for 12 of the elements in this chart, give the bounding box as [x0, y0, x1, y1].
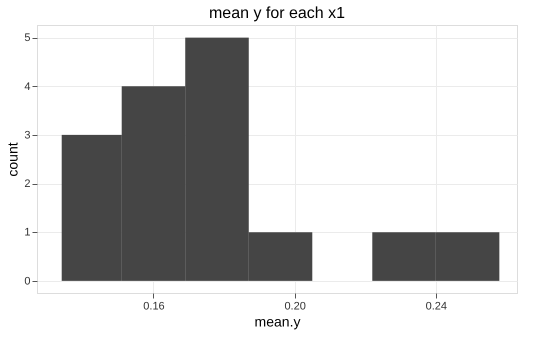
y-tick-label: 4: [24, 80, 30, 93]
chart-title: mean y for each x1: [208, 5, 346, 22]
y-axis-title: count: [4, 142, 20, 177]
y-tick-label: 3: [24, 129, 30, 142]
y-tick-label: 0: [24, 275, 30, 288]
x-tick-label: 0.24: [426, 300, 448, 312]
x-tick-label: 0.16: [143, 300, 165, 312]
x-tick-label: 0.20: [284, 300, 306, 312]
y-tick-label: 5: [24, 32, 30, 44]
y-tick-label: 1: [24, 226, 30, 239]
x-axis-title: mean.y: [254, 314, 300, 330]
y-tick-label: 2: [24, 178, 30, 190]
